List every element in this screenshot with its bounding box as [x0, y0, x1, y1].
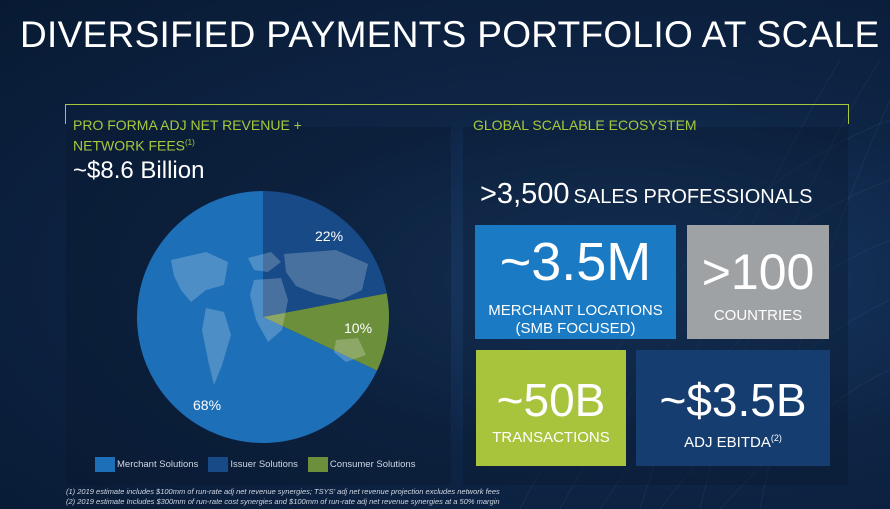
revenue-heading-line2: NETWORK FEES	[73, 137, 186, 154]
tile-merchant-label: MERCHANT LOCATIONS	[488, 302, 663, 319]
tile-ebitda-label-wrap: ADJ EBITDA(2)	[636, 429, 830, 452]
tile-ebitda-label: ADJ EBITDA	[684, 434, 771, 451]
footnotes: (1) 2019 estimate includes $100mm of run…	[66, 487, 500, 506]
legend-label-consumer: Consumer Solutions	[329, 459, 416, 470]
frame-left-tick	[65, 104, 66, 124]
tile-adj-ebitda: ~$3.5B ADJ EBITDA(2)	[636, 350, 830, 466]
tile-transactions-label: TRANSACTIONS	[492, 429, 610, 446]
continent-shape-5	[334, 338, 366, 362]
legend-item-merchant: Merchant Solutions	[95, 457, 198, 472]
tile-merchant-sublabel: (SMB FOCUSED)	[515, 320, 636, 337]
legend-swatch-consumer	[307, 457, 328, 472]
continent-shape-2	[248, 252, 281, 272]
pie-label-merchant: 68%	[193, 397, 222, 413]
world-map-overlay	[171, 250, 368, 385]
revenue-heading-line1: PRO FORMA ADJ NET REVENUE +	[73, 117, 302, 133]
frame-right-tick	[848, 104, 849, 124]
footnote-1: (1) 2019 estimate includes $100mm of run…	[66, 487, 500, 496]
revenue-total: ~$8.6 Billion	[73, 157, 205, 184]
legend-label-issuer: Issuer Solutions	[230, 459, 298, 470]
slice-merchant	[137, 191, 378, 443]
revenue-heading: PRO FORMA ADJ NET REVENUE + NETWORK FEES…	[73, 117, 302, 155]
slice-consumer	[263, 293, 389, 371]
tile-merchant-value: ~3.5M	[499, 232, 652, 292]
pie-legend: Merchant Solutions Issuer Solutions Cons…	[95, 457, 419, 472]
tile-countries: >100 COUNTRIES	[687, 225, 829, 339]
tile-merchant-locations: ~3.5M MERCHANT LOCATIONS (SMB FOCUSED)	[475, 225, 676, 339]
continent-shape-0	[171, 252, 228, 302]
tile-transactions: ~50B TRANSACTIONS	[476, 350, 626, 466]
tile-countries-value: >100	[701, 244, 815, 300]
legend-swatch-issuer	[208, 457, 229, 472]
revenue-pie-chart	[137, 191, 389, 443]
continent-shape-1	[202, 308, 231, 385]
sales-number: >3,500	[480, 178, 570, 210]
legend-swatch-merchant	[95, 457, 115, 472]
tile-ebitda-footnote: (2)	[770, 433, 782, 443]
tile-countries-label: COUNTRIES	[713, 307, 803, 324]
sales-text: SALES PROFESSIONALS	[573, 186, 813, 208]
legend-label-merchant: Merchant Solutions	[117, 459, 199, 470]
tile-transactions-value: ~50B	[496, 374, 606, 426]
continent-shape-3	[250, 278, 288, 342]
legend-item-issuer: Issuer Solutions	[208, 457, 298, 472]
frame-top-line	[65, 104, 849, 105]
legend-item-consumer: Consumer Solutions	[307, 457, 416, 472]
footnote-2: (2) 2019 estimate Includes $300mm of run…	[66, 496, 500, 506]
sales-professionals: >3,500 SALES PROFESSIONALS	[480, 178, 813, 211]
continent-shape-4	[284, 250, 368, 300]
slice-issuer	[263, 191, 387, 317]
tile-ebitda-value: ~$3.5B	[659, 374, 807, 426]
page-title: DIVERSIFIED PAYMENTS PORTFOLIO AT SCALE	[20, 14, 880, 55]
revenue-heading-footnote: (1)	[185, 138, 195, 147]
pie-label-issuer: 22%	[315, 228, 344, 244]
pie-label-consumer: 10%	[344, 320, 373, 336]
ecosystem-heading: GLOBAL SCALABLE ECOSYSTEM	[473, 117, 697, 133]
